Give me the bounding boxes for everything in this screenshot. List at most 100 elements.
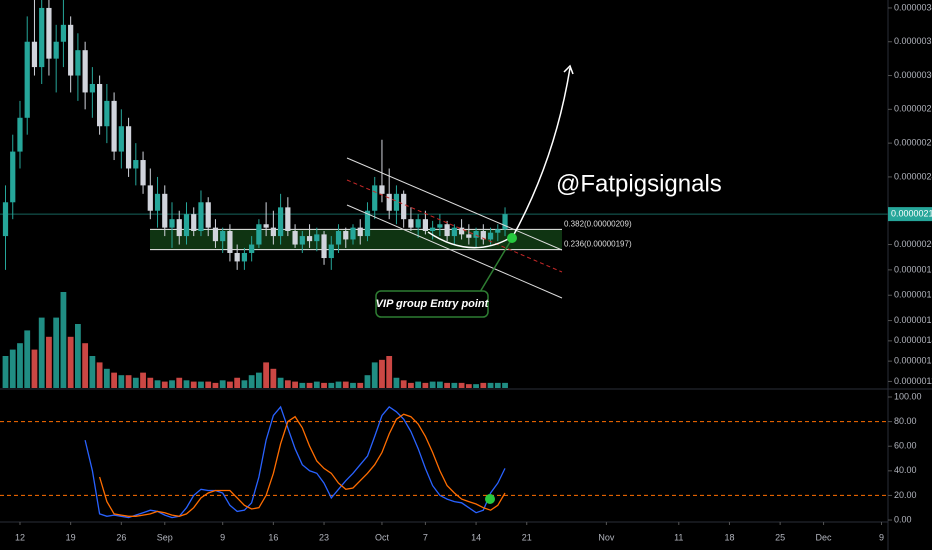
volume-bar <box>386 356 393 388</box>
volume-bar <box>284 380 291 388</box>
y-tick-label: 0.00000200 <box>894 239 932 249</box>
volume-bar <box>46 336 52 388</box>
x-tick-label: 18 <box>724 532 734 542</box>
volume-bar <box>31 349 38 388</box>
volume-bar <box>480 382 487 388</box>
watermark: @Fatpigsignals <box>556 170 722 197</box>
candle-body <box>162 193 168 228</box>
candle-body <box>277 207 284 237</box>
y-tick-label: 0.00000340 <box>894 2 932 12</box>
candle-body <box>379 185 385 194</box>
channel-upper <box>346 157 563 251</box>
volume-bar <box>82 343 89 388</box>
x-tick-label: 23 <box>319 532 329 542</box>
volume-bar <box>357 382 364 388</box>
candle-body <box>299 236 305 245</box>
candle-body <box>198 202 204 232</box>
candle-body <box>140 160 146 186</box>
candle-body <box>321 234 327 259</box>
entry-dot <box>507 233 517 243</box>
fib-label: 0.382(0.00000209) <box>564 219 632 228</box>
volume-bar <box>444 382 451 388</box>
candle-body <box>2 202 9 237</box>
volume-bar <box>458 382 465 388</box>
stoch-tick-label: 60.00 <box>894 441 917 451</box>
candle-body <box>53 41 59 59</box>
volume-bar <box>487 382 494 388</box>
candle-body <box>133 160 139 169</box>
candle-body <box>31 41 38 68</box>
candle-body <box>343 231 349 240</box>
candle-body <box>220 231 226 242</box>
candle-body <box>451 227 457 237</box>
volume-bar <box>248 375 255 388</box>
candle-body <box>212 227 219 242</box>
candle-body <box>191 214 197 232</box>
candle-body <box>176 219 182 237</box>
x-tick-label: 9 <box>879 532 884 542</box>
x-tick-label: 11 <box>674 532 683 542</box>
y-tick-label: 0.00000143 <box>894 335 932 345</box>
volume-bar <box>118 375 125 388</box>
candle-body <box>10 151 16 203</box>
volume-bar <box>132 377 139 388</box>
candle-body <box>227 231 233 253</box>
volume-bar <box>89 356 96 388</box>
candle-body <box>444 224 450 237</box>
candle-body <box>364 210 371 237</box>
x-tick-label: 21 <box>522 532 532 542</box>
candle-body <box>487 232 494 240</box>
volume-bar <box>350 382 356 388</box>
last-price-tag <box>888 207 932 222</box>
candle-body <box>104 100 110 127</box>
x-tick-label: 26 <box>116 532 126 542</box>
volume-bar <box>371 362 378 388</box>
candle-body <box>183 214 190 237</box>
volume-bar <box>198 381 204 388</box>
candle-body <box>285 207 291 232</box>
candle-body <box>249 244 255 253</box>
x-tick-label: Nov <box>598 532 615 542</box>
arrow-head <box>563 64 574 75</box>
volume-bar <box>9 349 16 388</box>
y-tick-label: 0.00000170 <box>894 290 932 300</box>
volume-bar <box>328 382 335 388</box>
candle-body <box>241 252 248 262</box>
candle-body <box>306 236 313 242</box>
volume-bar <box>2 356 9 388</box>
volume-bar <box>24 330 31 388</box>
volume-bar <box>473 384 479 388</box>
volume-bar <box>53 317 60 388</box>
last-price-label: 0.00000218 <box>891 208 932 218</box>
candle-body <box>437 224 443 228</box>
x-tick-label: Oct <box>375 532 390 542</box>
candle-body <box>118 126 124 152</box>
volume-bar <box>313 381 320 388</box>
candle-body <box>401 193 407 220</box>
volume-bar <box>342 381 349 388</box>
candle-body <box>60 24 67 42</box>
callout-box <box>375 290 489 318</box>
fib-label: 0.236(0.00000197) <box>564 240 632 249</box>
volume-bar <box>400 380 407 388</box>
volume-bar <box>494 382 501 388</box>
candle-body <box>495 229 501 233</box>
candle-body <box>147 185 153 211</box>
candle-body <box>97 83 103 127</box>
stoch-tick-label: 40.00 <box>894 465 917 475</box>
candle-body <box>125 126 132 169</box>
volume-bar <box>255 372 262 388</box>
candle-body <box>328 244 334 259</box>
candle-body <box>386 193 392 211</box>
x-tick-label: Dec <box>816 532 833 542</box>
candle-body <box>357 227 363 237</box>
stoch-dot <box>485 494 495 504</box>
candle-body <box>393 193 400 211</box>
volume-bar <box>140 372 146 388</box>
candle-body <box>480 231 486 240</box>
volume-bar <box>103 368 110 388</box>
y-tick-label: 0.00000240 <box>894 171 932 181</box>
candle-body <box>350 227 356 240</box>
